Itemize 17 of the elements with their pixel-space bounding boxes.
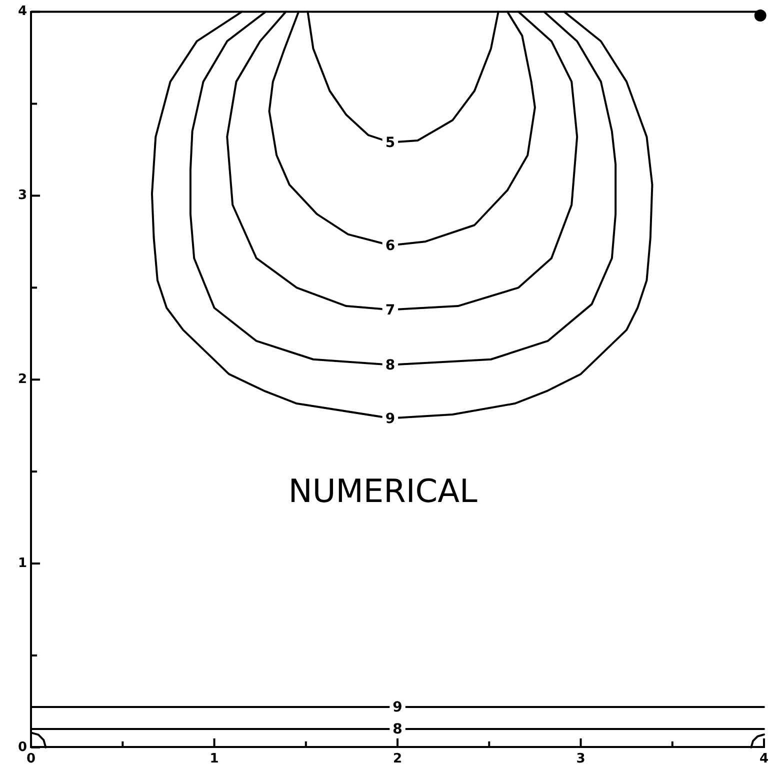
series-label: 7: [385, 302, 396, 318]
series-label: 9: [385, 410, 396, 427]
y-tick-label: 4: [18, 4, 28, 20]
x-tick-label: 4: [759, 752, 769, 767]
y-tick-label: 2: [18, 372, 28, 387]
x-tick-label: 2: [393, 752, 402, 767]
y-tick-label: 3: [18, 188, 28, 204]
series-label: 8: [392, 722, 402, 738]
x-tick-label: 3: [576, 752, 586, 767]
series-label: 5: [385, 135, 396, 152]
series-label: 9: [392, 700, 402, 716]
y-tick-label: 0: [18, 740, 28, 755]
x-tick-label: 1: [210, 752, 219, 767]
y-tick-label: 1: [18, 556, 28, 571]
series-label: 6: [385, 238, 396, 254]
series-label: 8: [385, 358, 396, 374]
annotation: NUMERICAL: [288, 472, 478, 510]
